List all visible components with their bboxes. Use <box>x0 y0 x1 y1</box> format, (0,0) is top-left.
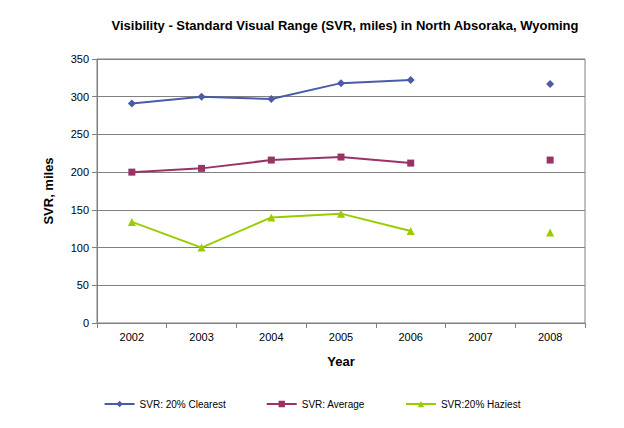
svg-text:SVR, miles: SVR, miles <box>41 157 56 224</box>
svg-text:2002: 2002 <box>120 331 144 343</box>
svg-text:150: 150 <box>71 204 89 216</box>
svg-text:SVR: Average: SVR: Average <box>302 399 365 410</box>
svg-text:2006: 2006 <box>398 331 422 343</box>
svg-text:2003: 2003 <box>189 331 213 343</box>
svg-text:50: 50 <box>77 279 89 291</box>
svg-text:2007: 2007 <box>468 331 492 343</box>
svg-text:300: 300 <box>71 91 89 103</box>
svg-text:0: 0 <box>83 317 89 329</box>
svg-text:350: 350 <box>71 53 89 65</box>
svg-text:2004: 2004 <box>259 331 283 343</box>
svg-text:250: 250 <box>71 128 89 140</box>
svg-text:SVR: 20% Clearest: SVR: 20% Clearest <box>140 399 226 410</box>
svg-text:2008: 2008 <box>538 331 562 343</box>
svg-text:2005: 2005 <box>329 331 353 343</box>
svg-text:Year: Year <box>327 354 354 369</box>
svg-text:100: 100 <box>71 242 89 254</box>
svg-text:200: 200 <box>71 166 89 178</box>
svg-text:SVR:20% Haziest: SVR:20% Haziest <box>441 399 521 410</box>
svg-text:Visibility - Standard Visual R: Visibility - Standard Visual Range (SVR,… <box>112 18 579 33</box>
